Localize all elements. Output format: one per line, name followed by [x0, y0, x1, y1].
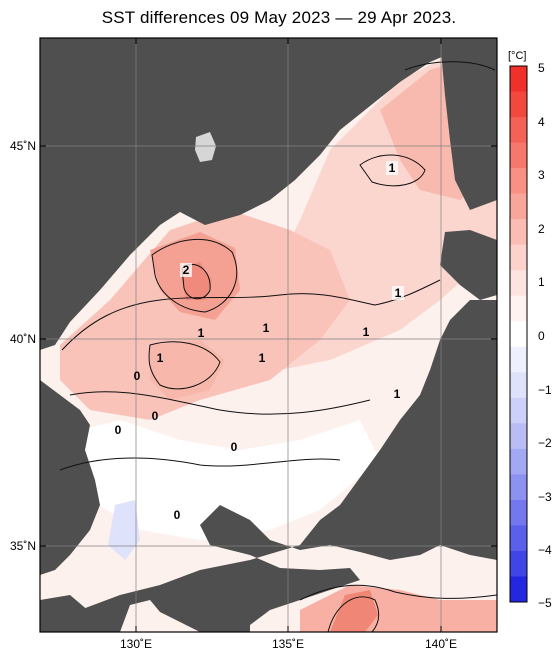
- colorbar-segment: [510, 193, 527, 220]
- colorbar-frame: [509, 65, 528, 603]
- colorbar-label: 4: [538, 115, 545, 129]
- colorbar-segment: [510, 448, 527, 475]
- lat-label-40: 40˚N: [9, 332, 36, 346]
- colorbar-segment: [510, 244, 527, 271]
- colorbar-segment: [510, 321, 527, 348]
- land-shikoku: [225, 575, 290, 608]
- sst-field-cool-spot: [108, 500, 140, 560]
- land-kyushu: [40, 595, 90, 632]
- map-frame: [39, 37, 498, 633]
- contour-label: 0: [152, 409, 159, 423]
- land-hokkaido: [440, 230, 497, 300]
- colorbar-label: −3: [538, 490, 552, 504]
- axis-ticks: [40, 38, 497, 632]
- colorbar-label: 0: [538, 329, 545, 343]
- contour-label: 1: [363, 325, 370, 339]
- colorbar-segment: [510, 219, 527, 246]
- colorbar-label: −4: [538, 543, 552, 557]
- colorbar: [510, 66, 527, 603]
- sst-field-neutral-south: [60, 420, 380, 540]
- colorbar-label: −2: [538, 436, 552, 450]
- contour-label: 0: [231, 440, 238, 454]
- land-masses: [40, 38, 497, 632]
- colorbar-label: 5: [538, 61, 545, 75]
- colorbar-segment: [510, 372, 527, 399]
- colorbar-segment: [510, 142, 527, 169]
- land-korea: [40, 380, 100, 575]
- colorbar-unit: [°C]: [508, 50, 527, 62]
- contour-label: 0: [174, 508, 181, 522]
- contour-lines: [59, 61, 497, 632]
- contour-label: 1: [157, 351, 164, 365]
- colorbar-label: 3: [538, 168, 545, 182]
- contour-label: 2: [183, 263, 190, 277]
- lat-label-35: 35˚N: [9, 539, 36, 553]
- contour-label: 1: [389, 161, 396, 175]
- colorbar-segment: [510, 499, 527, 526]
- lake-xingkai: [195, 132, 216, 162]
- colorbar-segment: [510, 474, 527, 501]
- lon-label-130: 130˚E: [119, 637, 153, 651]
- contour-label: 1: [198, 326, 205, 340]
- contour-label-group: 1 2 1 1 1 1 1 1 0 1 0 0 0 0: [115, 161, 404, 522]
- contour-label: 1: [394, 387, 401, 401]
- contour-label: 1: [263, 321, 270, 335]
- colorbar-label: 1: [538, 275, 545, 289]
- colorbar-segment: [510, 397, 527, 424]
- contour-label: 0: [115, 423, 122, 437]
- colorbar-segment: [510, 346, 527, 373]
- colorbar-segment: [510, 525, 527, 552]
- contour-label: 0: [134, 369, 141, 383]
- colorbar-label: 2: [538, 222, 545, 236]
- land-asia: [40, 38, 497, 350]
- colorbar-segment: [510, 576, 527, 603]
- land-honshu: [40, 300, 497, 632]
- map-title: SST differences 09 May 2023 — 29 Apr 202…: [101, 8, 457, 27]
- colorbar-label: −5: [538, 596, 552, 610]
- colorbar-segment: [510, 168, 527, 195]
- colorbar-segment: [510, 117, 527, 144]
- lon-label-140: 140˚E: [424, 637, 458, 651]
- lat-label-45: 45˚N: [9, 139, 36, 153]
- sst-field-warm-south: [150, 340, 225, 400]
- lon-label-135: 135˚E: [271, 637, 305, 651]
- graticule: [40, 38, 497, 632]
- contour-label: 1: [259, 351, 266, 365]
- colorbar-segment: [510, 66, 527, 93]
- colorbar-label: −1: [538, 383, 552, 397]
- colorbar-segment: [510, 550, 527, 577]
- colorbar-segment: [510, 423, 527, 450]
- contour-label: 1: [395, 286, 402, 300]
- colorbar-segment: [510, 91, 527, 118]
- sst-field-warm-pacific-core: [330, 590, 378, 632]
- colorbar-segment: [510, 295, 527, 322]
- land-sakhalin: [440, 40, 497, 210]
- colorbar-segment: [510, 270, 527, 297]
